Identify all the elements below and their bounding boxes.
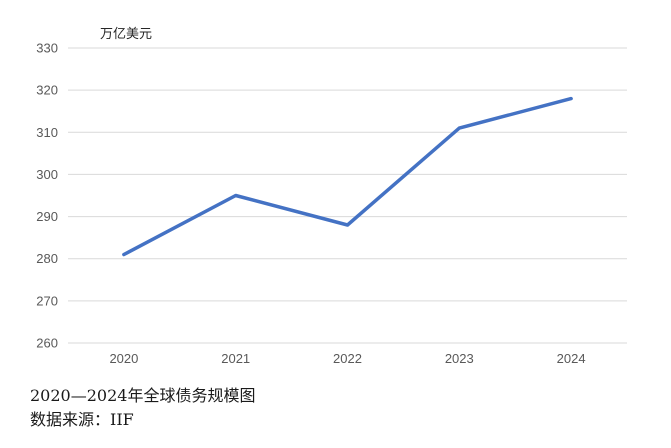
- data-source-note: 数据来源：IIF: [30, 410, 134, 429]
- series-layer: [122, 96, 573, 257]
- y-tick-label: 320: [36, 83, 58, 98]
- data-point: [234, 194, 238, 197]
- y-tick-label: 310: [36, 125, 58, 140]
- gridlines: [68, 47, 627, 344]
- series-line-0: [122, 96, 573, 257]
- figure-caption: 2020—2024年全球债务规模图: [30, 386, 256, 405]
- x-tick-label: 2020: [109, 351, 138, 366]
- data-point: [346, 223, 349, 227]
- y-tick-label: 330: [36, 41, 58, 56]
- y-tick-label: 260: [36, 336, 58, 351]
- x-tick-label: 2024: [557, 351, 586, 366]
- y-axis-unit-label: 万亿美元: [100, 27, 152, 42]
- y-tick-label: 270: [36, 293, 58, 308]
- x-tick-label: 2022: [333, 351, 362, 366]
- y-axis-ticks: 260 270 280 290 300 310 320 330: [36, 41, 58, 351]
- x-tick-label: 2021: [221, 351, 250, 366]
- x-axis-ticks: 2020 2021 2022 2023 2024: [109, 351, 585, 366]
- data-point: [122, 253, 126, 256]
- data-point: [569, 97, 573, 101]
- y-tick-label: 300: [36, 167, 58, 182]
- y-tick-label: 290: [36, 209, 58, 224]
- data-point: [457, 126, 461, 130]
- x-tick-label: 2023: [445, 351, 474, 366]
- y-tick-label: 280: [36, 251, 58, 266]
